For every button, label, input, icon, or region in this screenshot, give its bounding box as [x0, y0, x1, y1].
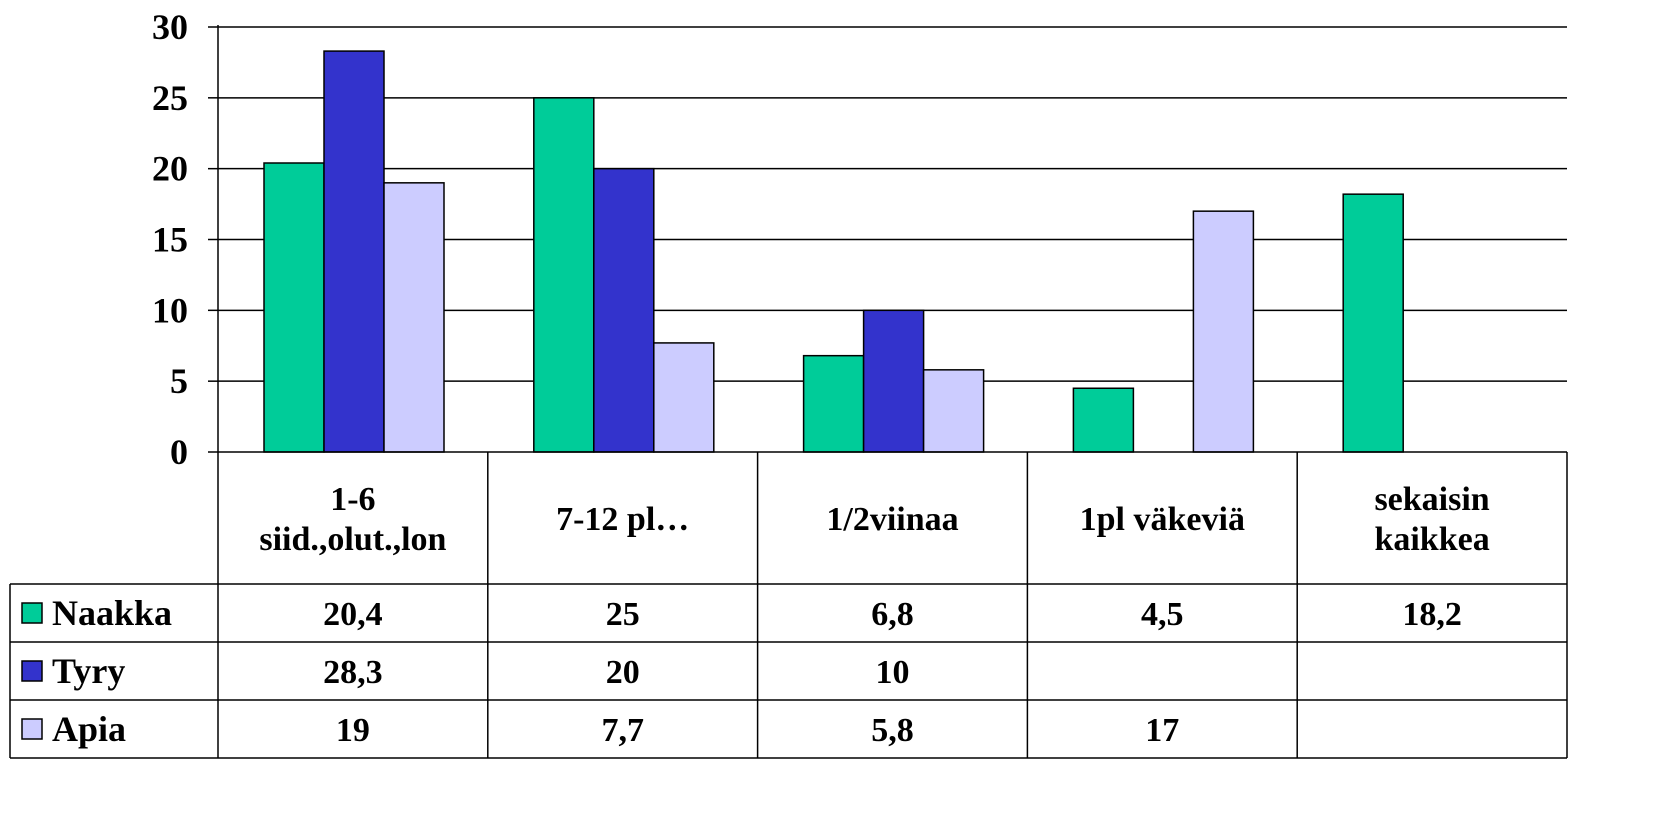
- data-table-cell: 20,4: [323, 596, 383, 633]
- bar-tyry-1: [593, 167, 655, 453]
- legend-label-naakka: Naakka: [52, 593, 172, 633]
- y-tick-label: 15: [152, 220, 188, 260]
- bar-naakka-2: [802, 354, 865, 453]
- bar-tyry-2: [862, 309, 925, 453]
- y-tick-label: 25: [152, 78, 188, 118]
- data-table-cell: 10: [876, 654, 910, 691]
- category-label: siid.,olut.,lon: [259, 521, 446, 558]
- y-axis-ticks: 0 5 10 15 20 25 30: [152, 7, 218, 472]
- bar-naakka-1: [533, 97, 595, 453]
- category-label: kaikkea: [1374, 521, 1489, 558]
- legend-label-tyry: Tyry: [52, 651, 125, 691]
- y-tick-label: 20: [152, 149, 188, 189]
- data-table-cell: 17: [1145, 712, 1179, 749]
- data-table-cell: 20: [606, 654, 640, 691]
- data-table-cell: 25: [606, 596, 640, 633]
- data-table-cell: 7,7: [601, 712, 644, 749]
- data-table-cell: 18,2: [1402, 596, 1462, 633]
- bar-naakka-3: [1072, 387, 1135, 453]
- y-tick-label: 5: [170, 361, 188, 401]
- legend-swatch-apia: [21, 718, 43, 740]
- bar-tyry-0: [323, 50, 385, 453]
- legend-swatch-naakka: [21, 602, 43, 624]
- category-label: 1-6: [330, 481, 375, 518]
- category-label: 1pl väkeviä: [1080, 501, 1245, 538]
- bar-naakka-0: [263, 162, 325, 453]
- category-label: 7-12 pl…: [556, 501, 689, 538]
- data-table-cell: 19: [336, 712, 370, 749]
- legend-label-apia: Apia: [52, 709, 126, 749]
- category-label: 1/2viinaa: [826, 501, 958, 538]
- data-table-cell: 28,3: [323, 654, 383, 691]
- legend-swatch-tyry: [21, 660, 43, 682]
- bar-apia-2: [922, 369, 985, 453]
- y-tick-label: 10: [152, 290, 188, 330]
- bar-apia-0: [383, 182, 445, 453]
- category-label: sekaisin: [1374, 481, 1489, 518]
- bar-naakka-4: [1342, 193, 1404, 453]
- bars: [263, 50, 1404, 453]
- bar-apia-1: [653, 342, 715, 453]
- data-table-cell: 5,8: [871, 712, 914, 749]
- y-tick-label: 0: [170, 432, 188, 472]
- y-tick-label: 30: [152, 7, 188, 47]
- bar-apia-3: [1192, 210, 1255, 453]
- data-table-cell: 6,8: [871, 596, 914, 633]
- data-table-cell: 4,5: [1141, 596, 1184, 633]
